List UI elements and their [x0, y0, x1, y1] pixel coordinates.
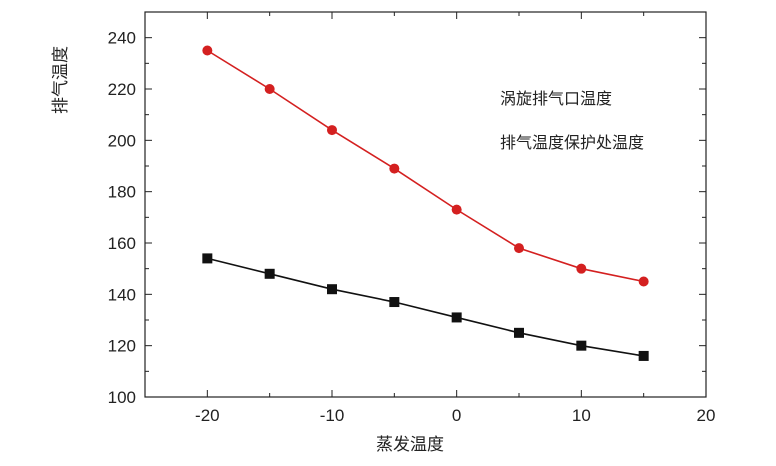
axis-ticks: -20 -10 0 10 20 100 120 140 160 180 200 220 240	[108, 11, 716, 425]
plot-frame	[144, 11, 707, 398]
series-protection-point	[202, 253, 649, 361]
x-tick-label: -20	[195, 406, 220, 425]
series-exhaust-port	[202, 45, 649, 287]
data-point	[327, 125, 337, 136]
x-tick-label: 20	[697, 406, 716, 425]
x-tick-label: -10	[320, 406, 345, 425]
y-tick-label: 180	[108, 183, 136, 202]
axes	[144, 11, 707, 398]
legend-label-exhaust-port: 涡旋排气口温度	[500, 89, 612, 108]
data-point	[389, 297, 400, 308]
series-line	[206, 49, 644, 283]
data-point	[451, 312, 462, 323]
y-tick-label: 120	[108, 337, 136, 356]
legend: 涡旋排气口温度 排气温度保护处温度	[500, 89, 644, 152]
series-layer	[202, 45, 649, 361]
data-point	[514, 327, 524, 338]
data-point	[576, 340, 587, 351]
y-tick-label: 140	[108, 285, 136, 304]
y-axis-label: 排气温度	[51, 46, 71, 114]
y-tick-label: 100	[108, 388, 136, 407]
y-tick-label: 220	[108, 80, 136, 99]
y-tick-label: 200	[108, 131, 136, 150]
data-point	[451, 204, 462, 215]
data-point	[389, 163, 400, 174]
data-point	[638, 350, 649, 361]
data-point	[202, 253, 213, 264]
data-point	[576, 263, 587, 274]
data-point	[327, 284, 337, 295]
x-tick-label: 0	[452, 406, 461, 425]
data-point	[202, 45, 213, 56]
data-point	[514, 243, 524, 254]
data-point	[638, 276, 649, 287]
legend-label-protection-point: 排气温度保护处温度	[500, 133, 644, 152]
y-tick-label: 160	[108, 234, 136, 253]
data-point	[264, 84, 275, 94]
data-point	[264, 268, 275, 279]
y-tick-label: 240	[108, 29, 136, 48]
series-line	[207, 257, 644, 357]
x-tick-label: 10	[572, 406, 591, 425]
x-axis-label: 蒸发温度	[376, 435, 444, 455]
